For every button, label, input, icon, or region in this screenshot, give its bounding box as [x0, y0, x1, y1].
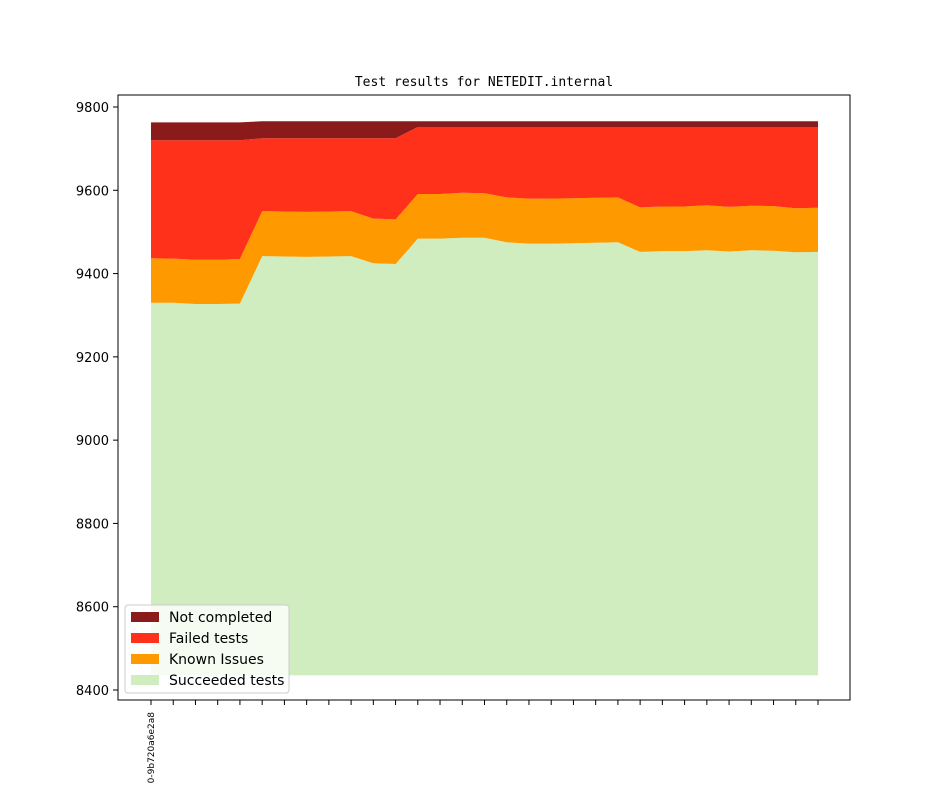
x-tick-label: 0-9b720a6e2a8 — [147, 712, 157, 784]
x-axis: 0-9b720a6e2a8 — [147, 700, 819, 784]
legend-label-failed-tests: Failed tests — [169, 631, 248, 647]
y-tick-label: 9600 — [76, 184, 109, 199]
legend-label-not-completed: Not completed — [169, 610, 272, 626]
y-tick-label: 9000 — [76, 434, 109, 449]
area-succeeded-tests — [151, 237, 818, 676]
area-not-completed — [151, 121, 818, 141]
y-tick-label: 9800 — [76, 101, 109, 116]
area-failed-tests — [151, 127, 818, 260]
legend-swatch-known-issues — [131, 654, 159, 664]
legend-label-succeeded-tests: Succeeded tests — [169, 673, 284, 689]
y-tick-label: 8400 — [76, 684, 109, 699]
y-axis: 8400 8600 8800 9000 9200 9400 9600 9800 — [76, 101, 118, 699]
y-tick-label: 8600 — [76, 601, 109, 616]
legend-swatch-not-completed — [131, 612, 159, 622]
legend-label-known-issues: Known Issues — [169, 652, 264, 668]
y-tick-label: 9400 — [76, 268, 109, 283]
legend: Not completed Failed tests Known Issues Suc… — [124, 604, 290, 694]
area-known-issues — [151, 192, 818, 304]
legend-box — [124, 604, 290, 694]
area-series-group — [151, 121, 818, 676]
chart-title: Test results for NETEDIT.internal — [355, 75, 613, 90]
y-tick-label: 8800 — [76, 517, 109, 532]
y-tick-label: 9200 — [76, 351, 109, 366]
legend-swatch-succeeded-tests — [131, 675, 159, 685]
legend-swatch-failed-tests — [131, 633, 159, 643]
